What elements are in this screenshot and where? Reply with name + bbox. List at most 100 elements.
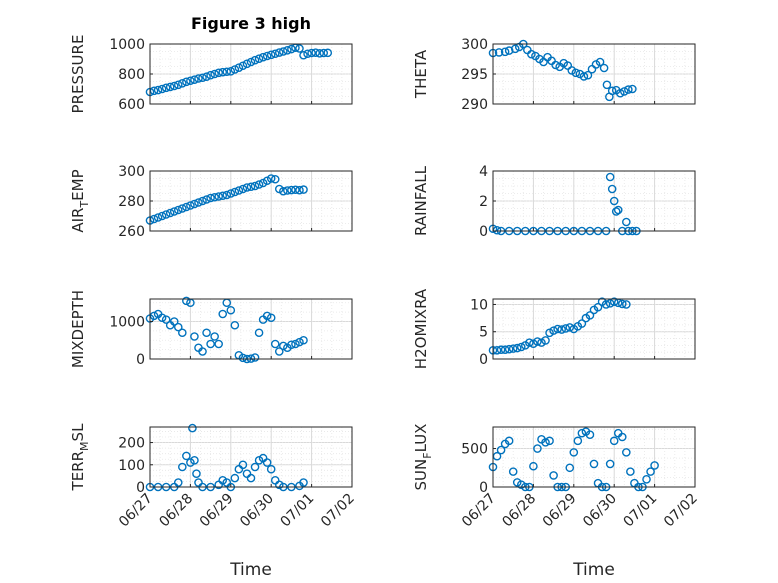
- data-point: [279, 341, 288, 351]
- data-point: [250, 462, 260, 472]
- data-point: [169, 207, 179, 216]
- data-point: [557, 325, 566, 334]
- data-point: [565, 463, 575, 473]
- y-axis-label: H2OMIXRA: [412, 288, 430, 369]
- data-point: [210, 332, 219, 341]
- data-point: [569, 448, 579, 457]
- data-point: [533, 337, 542, 346]
- data-point: [226, 67, 236, 76]
- data-point: [549, 326, 558, 335]
- data-point: [291, 339, 300, 349]
- data-point: [210, 192, 219, 202]
- data-point: [617, 432, 627, 442]
- x-tick-label: 07/01: [278, 491, 318, 531]
- data-point: [242, 183, 252, 192]
- y-axis-label-tail: SL: [69, 423, 87, 442]
- data-point: [238, 184, 248, 194]
- data-point: [194, 198, 203, 207]
- data-point: [283, 46, 292, 55]
- x-axis-label-right: Time: [572, 560, 615, 580]
- data-point: [510, 44, 520, 54]
- data-point: [266, 174, 276, 183]
- y-axis-label-main: TERR: [69, 451, 87, 492]
- data-point: [525, 338, 534, 347]
- data-point: [504, 344, 514, 354]
- data-point: [161, 210, 171, 219]
- data-point: [527, 49, 536, 59]
- axes-box: [149, 426, 353, 488]
- x-axis-label-left: Time: [229, 560, 272, 580]
- data-point: [182, 202, 191, 212]
- data-point: [157, 211, 167, 221]
- data-point: [295, 44, 304, 53]
- y-axis-label-main: AIR: [69, 208, 87, 233]
- data-point: [642, 475, 651, 484]
- data-point: [230, 473, 240, 483]
- data-point: [250, 55, 260, 65]
- data-point: [626, 467, 635, 476]
- subplot-2: 290 295 300 THETA: [412, 37, 696, 113]
- data-point: [206, 70, 215, 80]
- data-point: [161, 83, 171, 93]
- data-point: [609, 196, 619, 206]
- data-point: [153, 213, 163, 222]
- y-axis-label: THETA: [412, 49, 430, 99]
- data-point: [246, 473, 256, 483]
- data-point: [315, 49, 324, 58]
- data-point: [549, 471, 558, 480]
- y-tick-label: 300: [118, 164, 145, 180]
- data-point: [218, 309, 228, 319]
- data-point: [182, 451, 191, 461]
- data-point: [165, 208, 175, 218]
- data-point: [589, 459, 599, 469]
- data-point: [585, 311, 595, 320]
- data-point: [500, 345, 510, 355]
- y-tick-label: 290: [461, 97, 488, 113]
- data-point: [624, 85, 633, 94]
- x-tick-label: 06/29: [540, 491, 580, 531]
- data-point: [307, 48, 316, 58]
- y-tick-label: 300: [461, 37, 488, 53]
- x-tick-label: 07/02: [318, 491, 358, 531]
- y-axis-label-tail: EMP: [69, 169, 87, 200]
- data-point: [299, 478, 308, 487]
- data-point: [599, 63, 609, 73]
- y-axis-label-main: SUN: [412, 459, 430, 491]
- data-point: [545, 436, 554, 446]
- subplot-3: 260 280 300 AIRTEMP: [69, 164, 353, 240]
- data-point: [230, 320, 240, 330]
- data-point: [565, 323, 575, 332]
- y-axis-label: AIRTEMP: [69, 169, 91, 232]
- y-axis-label: SUNFLUX: [412, 424, 434, 491]
- data-point: [202, 72, 211, 81]
- data-point: [226, 189, 236, 198]
- data-point: [262, 311, 272, 321]
- data-point: [299, 185, 308, 194]
- y-tick-label: 800: [118, 67, 145, 83]
- data-point: [287, 44, 296, 54]
- data-point: [173, 80, 183, 90]
- data-point: [595, 57, 605, 67]
- y-tick-label: 10: [470, 297, 488, 313]
- data-point: [178, 462, 187, 472]
- subplot-5: 0 1000 MIXDEPTH: [69, 290, 353, 368]
- data-point: [541, 438, 550, 447]
- y-tick-label: 280: [118, 194, 145, 210]
- data-point: [165, 82, 175, 92]
- data-point: [646, 467, 655, 476]
- data-point: [553, 324, 562, 334]
- data-point: [254, 54, 264, 64]
- data-point: [254, 180, 264, 189]
- data-point: [206, 339, 215, 349]
- y-tick-label: 1000: [109, 37, 145, 53]
- data-point: [609, 297, 619, 307]
- data-point: [494, 48, 504, 57]
- data-point: [270, 174, 280, 184]
- data-point: [190, 199, 199, 209]
- subplot-1: 600 800 1000 PRESSURE: [69, 35, 353, 113]
- subplot-8: 0 500 06/27 06/28 06/29 06/30 07/01 07/02 SUNFLU…: [412, 424, 701, 531]
- y-tick-label: 260: [118, 224, 145, 240]
- data-point: [299, 50, 308, 60]
- data-point: [190, 75, 199, 84]
